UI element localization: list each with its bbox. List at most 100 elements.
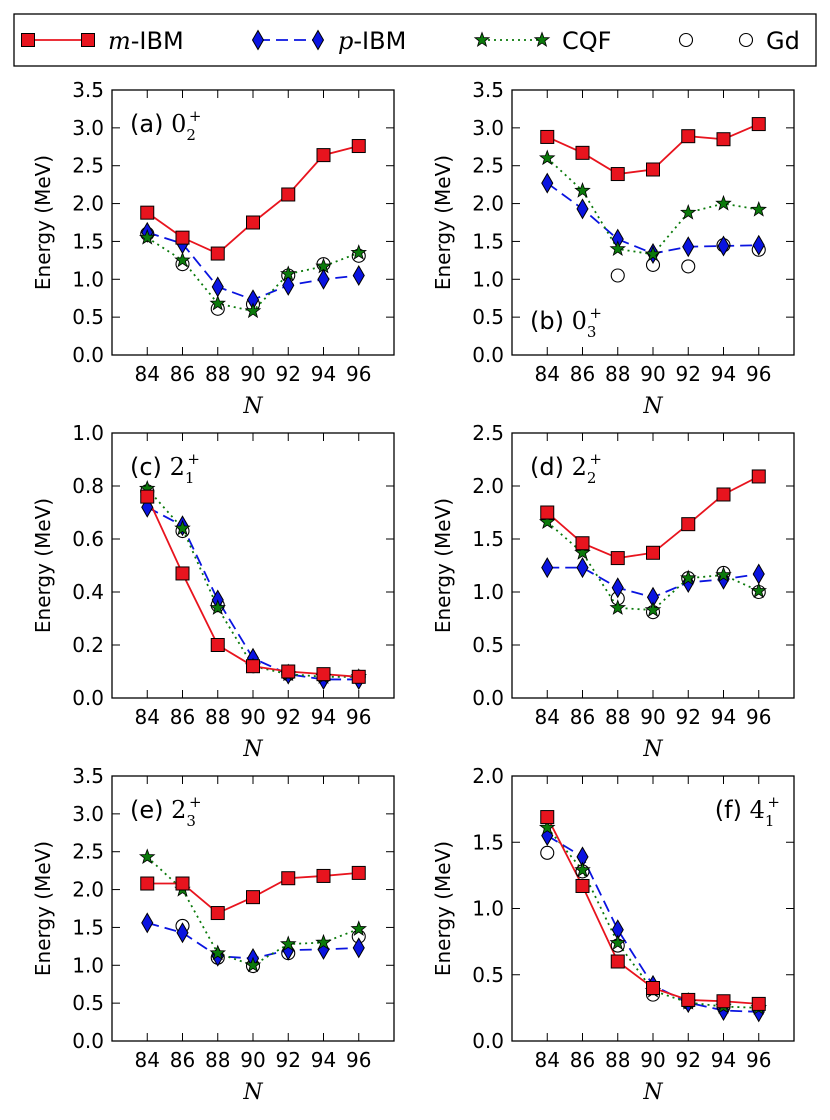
- x-tick-label: 96: [746, 705, 771, 729]
- data-point-mibm: [681, 129, 696, 144]
- x-axis-title: N: [242, 394, 263, 419]
- y-tick-label: 0.5: [72, 305, 104, 329]
- data-point-pibm: [611, 577, 624, 599]
- data-point-cqf: [574, 182, 591, 198]
- data-point-cqf: [209, 944, 226, 961]
- y-tick-label: 2.5: [72, 154, 104, 178]
- legend-entry-gd: Gd: [678, 27, 800, 55]
- data-point-cqf: [574, 861, 591, 878]
- x-tick-label: 92: [676, 1048, 701, 1072]
- data-point-mibm: [351, 139, 366, 154]
- data-point-cqf: [539, 819, 556, 835]
- x-tick-label: 88: [205, 705, 230, 729]
- data-point-cqf: [644, 245, 662, 262]
- data-point-cqf: [350, 920, 367, 936]
- data-point-mibm: [140, 205, 155, 220]
- x-tick-label: 90: [640, 362, 665, 386]
- data-point-cqf: [680, 569, 697, 586]
- y-tick-label: 0.6: [72, 527, 104, 551]
- x-tick-label: 90: [640, 1048, 665, 1072]
- data-point-cqf: [174, 251, 191, 268]
- data-point-mibm: [751, 117, 766, 132]
- data-point-cqf: [350, 244, 367, 260]
- y-axis-title: Energy (MeV): [31, 498, 55, 633]
- x-tick-label: 94: [711, 1048, 736, 1072]
- x-tick-label: 84: [135, 1048, 160, 1072]
- x-axis-title: N: [642, 737, 663, 762]
- data-point-pibm: [576, 198, 589, 220]
- panel-e: 0.0 0.5 1.0 1.5 2.0 2.5 3.0 3.5 84 86 88 90 92 94 96 N E…: [31, 764, 395, 1105]
- panel-c: 0.0 0.2 0.4 0.6 0.8 1.0 84 86 88 90 92 94 96 N Energy …: [31, 421, 395, 762]
- y-tick-label: 0.0: [72, 1029, 104, 1053]
- y-tick-label: 3.0: [472, 116, 504, 140]
- data-point-mibm: [316, 148, 331, 163]
- plot-area: [139, 479, 367, 690]
- plot-area: [139, 139, 367, 319]
- data-point-cqf: [609, 240, 626, 257]
- y-tick-label: 2.0: [72, 878, 104, 902]
- x-tick-label: 86: [170, 362, 195, 386]
- data-point-mibm: [281, 664, 296, 679]
- data-point-mibm: [210, 906, 225, 921]
- data-point-mibm: [210, 638, 225, 652]
- data-point-mibm: [610, 167, 625, 182]
- data-point-cqf: [139, 228, 156, 245]
- x-tick-label: 94: [311, 1048, 336, 1072]
- panel-b: 0.0 0.5 1.0 1.5 2.0 2.5 3.0 3.5 84 86 88 90 92 94 96 N E…: [431, 78, 795, 419]
- data-point-mibm: [751, 996, 766, 1011]
- data-point-mibm: [646, 545, 660, 560]
- data-point-cqf: [315, 257, 332, 274]
- y-tick-label: 3.5: [72, 764, 104, 788]
- x-tick-label: 84: [535, 362, 560, 386]
- y-tick-label: 2.5: [472, 154, 504, 178]
- data-point-cqf: [209, 294, 226, 311]
- legend-marker-mibm: [81, 33, 95, 47]
- data-point-mibm: [316, 667, 331, 682]
- legend-marker-cqf: [473, 31, 491, 48]
- panel-label: (f) 41+: [715, 793, 780, 830]
- x-axis-title: N: [242, 1080, 263, 1105]
- legend-marker-gd: [738, 32, 754, 48]
- x-tick-label: 88: [605, 705, 630, 729]
- panel-label: (d) 22+: [530, 450, 602, 487]
- data-point-cqf: [244, 302, 262, 319]
- data-point-cqf: [209, 599, 226, 615]
- legend-label-pibm: p-IBM: [338, 27, 406, 55]
- legend: m-IBM p-IBM CQF Gd: [13, 13, 817, 67]
- data-point-cqf: [539, 149, 556, 166]
- y-tick-label: 3.0: [72, 802, 104, 826]
- data-point-mibm: [140, 876, 155, 891]
- x-tick-label: 92: [276, 705, 301, 729]
- data-point-cqf: [750, 582, 767, 598]
- legend-label-mibm: m-IBM: [108, 27, 184, 55]
- x-tick-label: 96: [746, 362, 771, 386]
- panel-label: (c) 21+: [130, 450, 200, 487]
- x-tick-label: 88: [605, 362, 630, 386]
- y-tick-label: 2.5: [72, 840, 104, 864]
- data-point-pibm: [176, 922, 189, 944]
- x-tick-label: 90: [240, 1048, 265, 1072]
- x-tick-label: 96: [346, 1048, 371, 1072]
- legend-entry-pibm: p-IBM: [251, 27, 406, 55]
- panel-f: 0.0 0.5 1.0 1.5 2.0 84 86 88 90 92 94 96 N Energy (Me…: [431, 764, 795, 1105]
- data-point-mibm: [175, 230, 190, 245]
- y-tick-label: 0.8: [72, 474, 104, 498]
- x-tick-label: 88: [205, 362, 230, 386]
- data-point-mibm: [540, 129, 555, 144]
- data-point-cqf: [574, 544, 591, 560]
- data-point-mibm: [751, 469, 766, 484]
- x-tick-label: 84: [135, 362, 160, 386]
- data-point-mibm: [575, 145, 590, 160]
- y-tick-label: 1.5: [72, 915, 104, 939]
- legend-label-gd: Gd: [766, 27, 800, 55]
- data-point-pibm: [282, 274, 295, 296]
- x-tick-label: 94: [311, 362, 336, 386]
- x-tick-label: 86: [570, 705, 595, 729]
- x-tick-label: 96: [346, 705, 371, 729]
- x-tick-label: 86: [170, 705, 195, 729]
- legend-marker-cqf: [533, 31, 551, 48]
- y-tick-label: 1.5: [72, 229, 104, 253]
- data-point-mibm: [540, 810, 555, 825]
- x-tick-label: 86: [570, 1048, 595, 1072]
- data-point-mibm: [140, 489, 155, 504]
